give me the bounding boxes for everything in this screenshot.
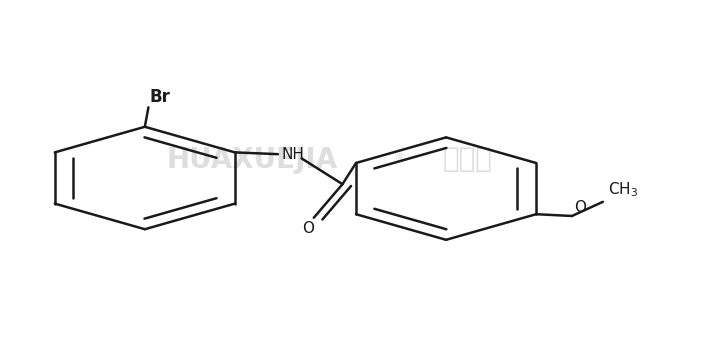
- Text: 化学加: 化学加: [443, 145, 492, 173]
- Text: O: O: [574, 200, 586, 215]
- Text: Br: Br: [150, 88, 171, 106]
- Text: CH$_3$: CH$_3$: [608, 180, 638, 199]
- Text: NH: NH: [282, 147, 305, 162]
- Text: ®: ®: [393, 152, 405, 165]
- Text: O: O: [302, 221, 314, 236]
- Text: HUAXUEJIA: HUAXUEJIA: [167, 146, 338, 174]
